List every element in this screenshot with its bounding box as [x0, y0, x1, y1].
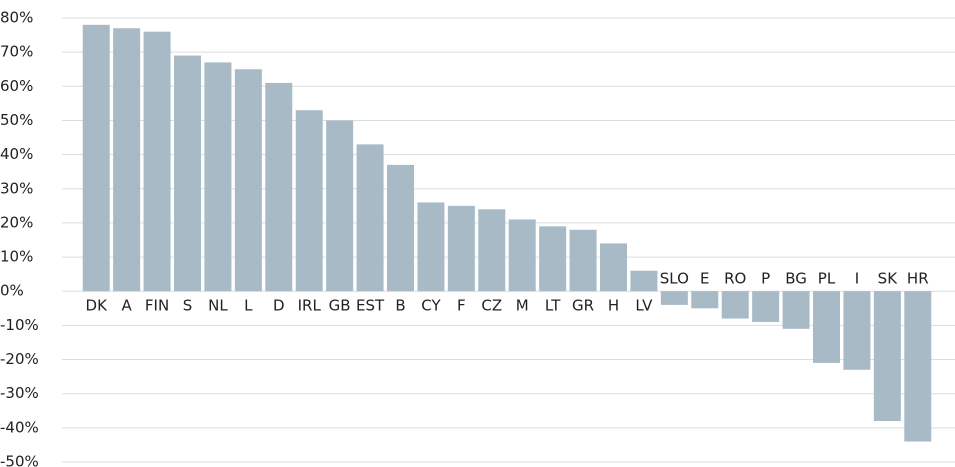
bar	[630, 270, 658, 292]
y-tick-label: -10%	[0, 316, 39, 334]
bar	[843, 291, 871, 370]
y-tick-label: 40%	[0, 145, 33, 163]
x-tick-label: I	[855, 270, 859, 288]
x-tick-label: P	[761, 270, 770, 288]
x-tick-label: LT	[545, 297, 561, 315]
x-tick-label: LV	[635, 297, 653, 315]
y-tick-label: -50%	[0, 453, 39, 467]
y-tick-label: 50%	[0, 111, 33, 129]
bar	[204, 62, 232, 292]
bar	[600, 243, 627, 292]
x-tick-label: CZ	[481, 297, 502, 315]
x-tick-label: D	[273, 297, 285, 315]
bar	[326, 120, 354, 292]
bar	[265, 82, 293, 292]
x-tick-label: IRL	[298, 297, 322, 315]
x-tick-label: FIN	[145, 297, 169, 315]
bar	[508, 219, 536, 292]
bar	[539, 226, 567, 292]
x-tick-label: S	[183, 297, 193, 315]
x-tick-label: SK	[878, 270, 899, 288]
bar	[782, 291, 810, 329]
bar	[447, 205, 475, 292]
x-tick-label: PL	[818, 270, 836, 288]
bar	[660, 291, 688, 305]
y-tick-label: -40%	[0, 418, 39, 436]
y-tick-label: -20%	[0, 350, 39, 368]
bar	[478, 209, 506, 292]
bar	[569, 229, 597, 292]
bar	[295, 110, 323, 292]
x-tick-label: H	[608, 297, 619, 315]
bar	[356, 144, 384, 292]
y-tick-label: 80%	[0, 9, 33, 27]
bar	[174, 55, 201, 292]
bar	[143, 31, 171, 292]
x-tick-label: GB	[329, 297, 351, 315]
x-tick-label: BG	[785, 270, 807, 288]
bar	[82, 24, 110, 292]
bar	[752, 291, 780, 322]
x-tick-label: GR	[572, 297, 594, 315]
y-tick-label: 30%	[0, 179, 33, 197]
y-tick-label: 10%	[0, 248, 33, 266]
x-tick-label: EST	[356, 297, 385, 315]
bar	[417, 202, 445, 292]
x-tick-label: SLO	[660, 270, 689, 288]
x-tick-label: CY	[421, 297, 441, 315]
x-tick-label: HR	[907, 270, 929, 288]
bar	[813, 291, 840, 363]
x-tick-label: DK	[86, 297, 109, 315]
y-tick-label: 60%	[0, 77, 33, 95]
x-tick-label: E	[700, 270, 709, 288]
bar	[721, 291, 749, 319]
y-tick-label: 0%	[0, 282, 24, 300]
x-tick-label: F	[457, 297, 466, 315]
bar	[387, 164, 414, 292]
x-tick-label: RO	[724, 270, 746, 288]
bar	[234, 69, 262, 292]
x-tick-label: L	[244, 297, 253, 315]
x-tick-label: B	[395, 297, 405, 315]
bar	[904, 291, 932, 442]
y-tick-label: -30%	[0, 384, 39, 402]
x-tick-label: A	[122, 297, 133, 315]
y-tick-label: 70%	[0, 43, 33, 61]
bar	[873, 291, 901, 422]
x-tick-label: M	[516, 297, 529, 315]
bar	[691, 291, 719, 309]
bar	[113, 28, 141, 292]
y-tick-label: 20%	[0, 213, 33, 231]
x-tick-label: NL	[208, 297, 228, 315]
